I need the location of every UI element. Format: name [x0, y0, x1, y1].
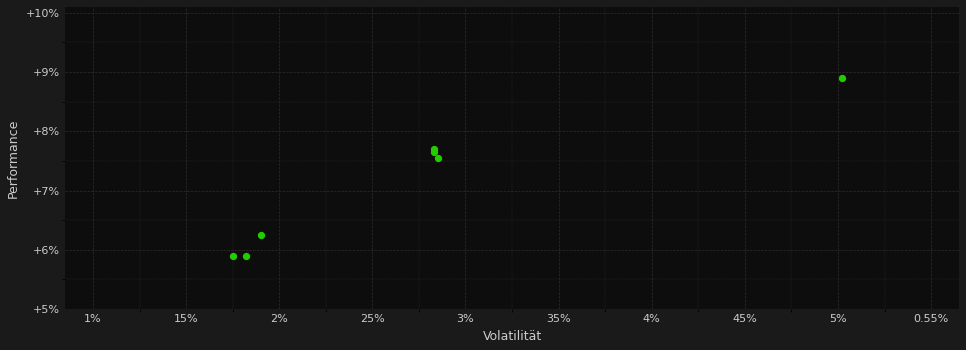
Point — [834, 75, 849, 81]
Point — [225, 253, 241, 258]
X-axis label: Volatilität: Volatilität — [482, 330, 542, 343]
Point — [426, 149, 441, 155]
Point — [238, 253, 253, 258]
Point — [430, 155, 445, 161]
Point — [253, 232, 269, 238]
Point — [426, 146, 441, 152]
Y-axis label: Performance: Performance — [7, 118, 20, 198]
